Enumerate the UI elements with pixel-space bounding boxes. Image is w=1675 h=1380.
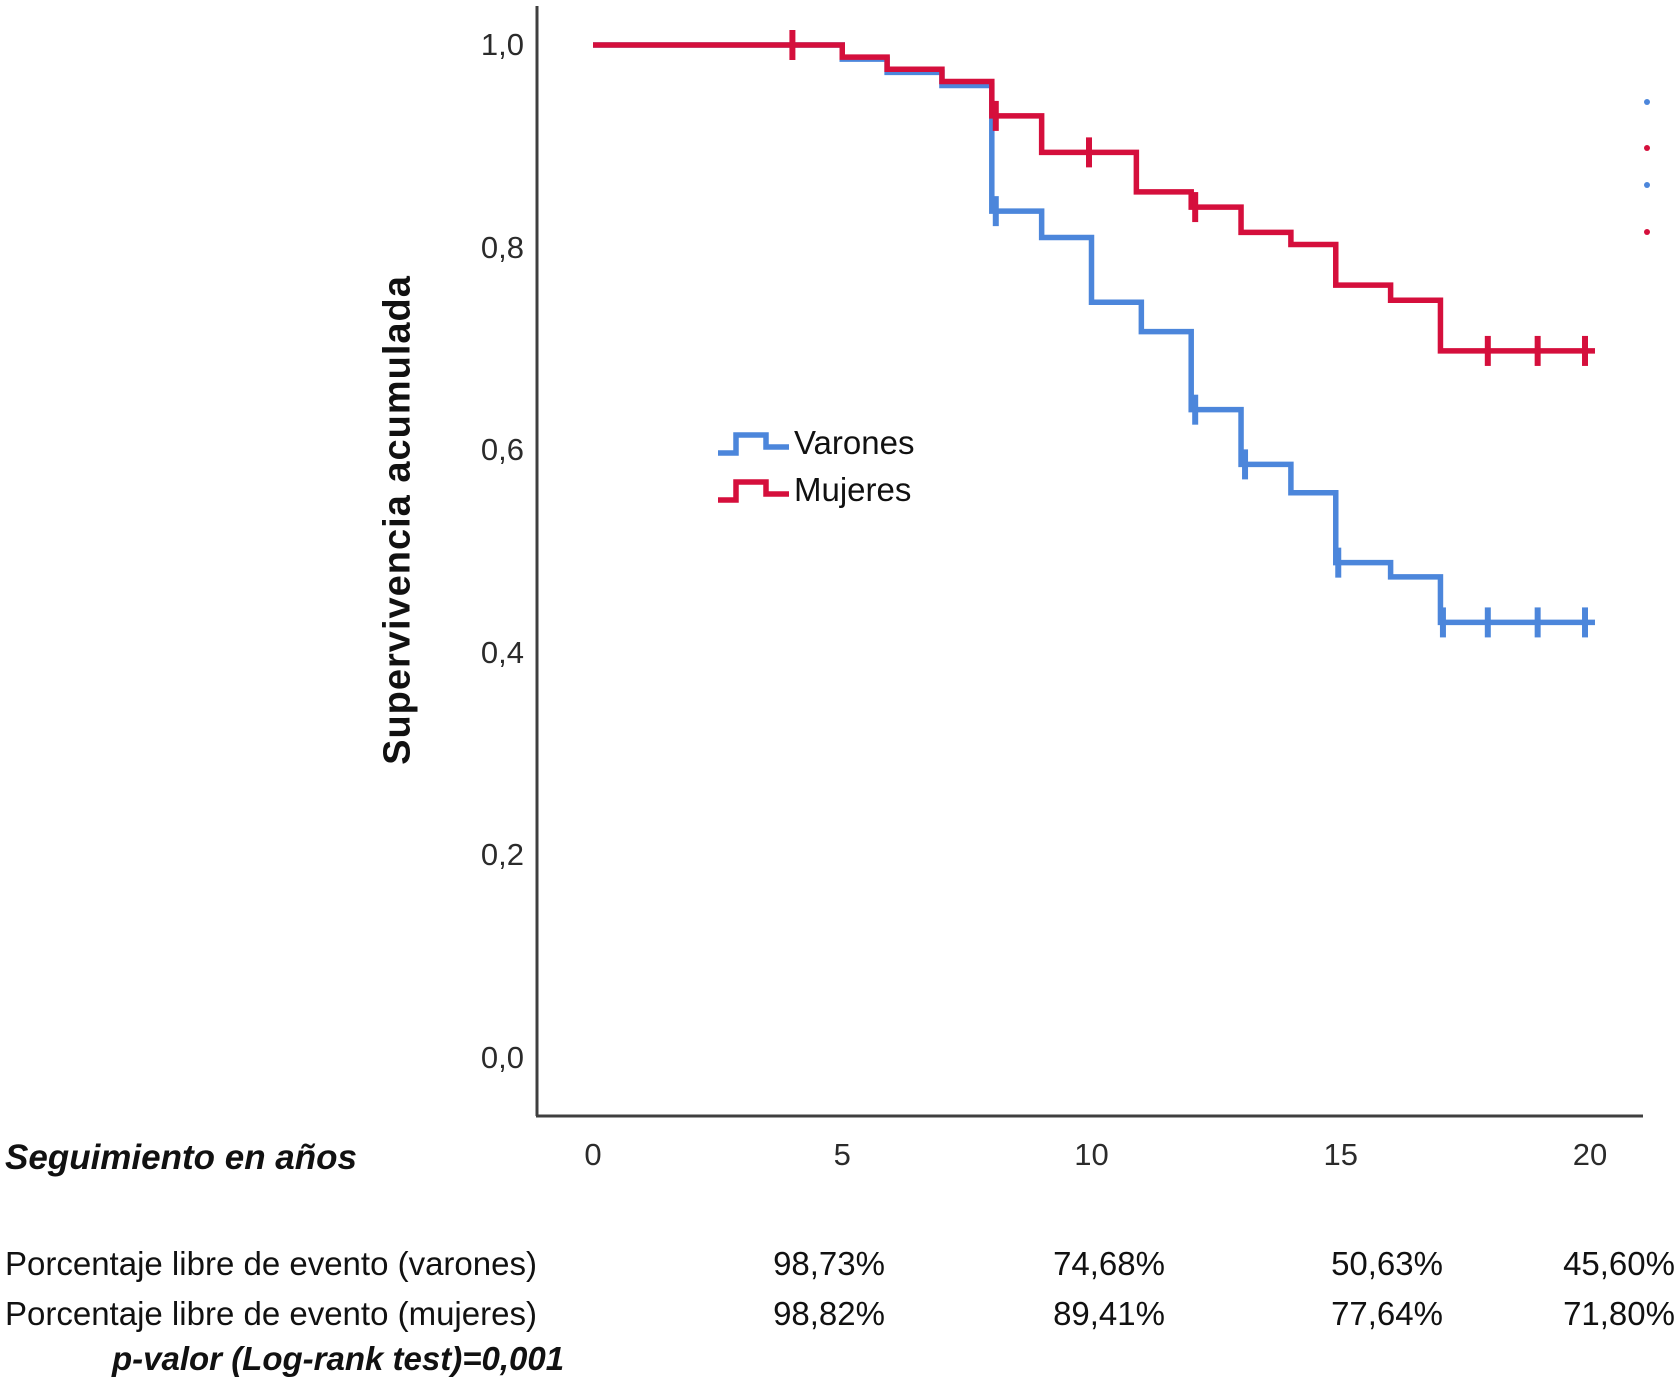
event-free-value: 77,64% [1331,1295,1443,1332]
legend-sample-varones [718,432,789,456]
x-axis-caption: Seguimiento en años [5,1138,357,1177]
event-free-value: 50,63% [1331,1245,1443,1282]
y-tick-label: 0,8 [480,229,524,265]
y-tick-label: 0,2 [480,837,524,873]
event-free-value: 89,41% [1053,1295,1165,1332]
y-tick-label: 1,0 [480,27,524,62]
x-tick-label: 0 [584,1137,602,1172]
x-tick-label: 5 [833,1137,851,1172]
x-tick-label: 10 [1074,1137,1109,1172]
y-tick-label: 0,4 [480,634,524,670]
y-tick-label: 0,0 [480,1040,524,1075]
edge-mark [1644,229,1650,235]
event-free-value: 71,80% [1563,1295,1675,1332]
edge-mark [1644,145,1650,151]
event-free-value: 45,60% [1563,1245,1675,1282]
legend-label-varones: Varones [794,424,915,461]
event-free-value: 98,82% [773,1295,885,1332]
survival-curve-mujeres [593,42,1595,354]
edge-mark [1644,99,1650,105]
legend-sample-mujeres [718,479,789,503]
event-free-row-label: Porcentaje libre de evento (mujeres) [5,1295,537,1332]
event-free-row-label: Porcentaje libre de evento (varones) [5,1245,537,1282]
y-axis-title: Supervivencia acumulada [376,275,419,765]
event-free-value: 98,73% [773,1245,885,1282]
x-tick-label: 20 [1572,1137,1608,1172]
y-tick-label: 0,6 [480,432,524,468]
legend-label-mujeres: Mujeres [794,471,912,508]
x-tick-label: 15 [1323,1137,1358,1172]
edge-mark [1644,182,1650,188]
p-value-annotation: p-valor (Log-rank test)=0,001 [112,1340,565,1377]
survival-curve-varones [593,42,1595,626]
event-free-value: 74,68% [1053,1245,1165,1282]
